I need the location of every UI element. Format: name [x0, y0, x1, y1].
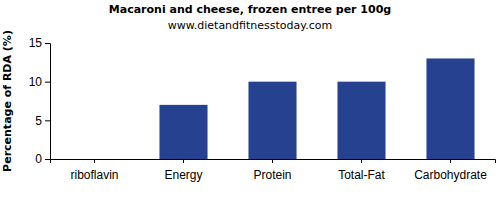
- x-tick-mark: [450, 159, 451, 163]
- y-axis: 0 5 10 15: [29, 36, 51, 166]
- y-tick-mark: [45, 43, 50, 44]
- chart: Macaroni and cheese, frozen entree per 1…: [0, 0, 500, 200]
- x-axis: riboflavin Energy Protein Total-Fat Carbohyd…: [51, 159, 496, 182]
- y-tick: 0: [35, 152, 50, 166]
- x-tick-mark: [361, 159, 362, 163]
- bar: [70, 159, 118, 160]
- x-tick-mark: [94, 159, 95, 163]
- x-tick-label: riboflavin: [70, 168, 118, 182]
- x-tick: Total-Fat: [338, 159, 385, 182]
- y-tick-label: 0: [35, 152, 42, 166]
- y-axis-title: Percentage of RDA (%): [1, 30, 14, 172]
- x-tick-label: Total-Fat: [338, 168, 385, 182]
- bar: [248, 82, 296, 159]
- y-tick-label: 10: [29, 75, 43, 89]
- y-axis-line: [45, 44, 51, 160]
- bar: [337, 82, 385, 159]
- y-tick-label: 5: [35, 114, 42, 128]
- x-tick-label: Carbohydrate: [414, 168, 487, 182]
- x-tick: Carbohydrate: [414, 159, 487, 182]
- y-tick-mark: [45, 82, 50, 83]
- plot: 0 5 10 15 riboflavin Energy Protein Total-Fat Ca…: [29, 36, 496, 182]
- x-tick-mark: [272, 159, 273, 163]
- x-tick: Protein: [253, 159, 291, 182]
- y-tick: 15: [29, 36, 50, 50]
- x-tick: riboflavin: [70, 159, 118, 182]
- x-tick-label: Protein: [253, 168, 291, 182]
- bar: [159, 105, 207, 159]
- y-tick-mark: [45, 159, 50, 160]
- x-tick-label: Energy: [164, 168, 202, 182]
- y-tick: 5: [35, 114, 50, 128]
- title: Macaroni and cheese, frozen entree per 1…: [109, 3, 391, 16]
- bars: [159, 58, 474, 159]
- y-tick-label: 15: [29, 36, 43, 50]
- y-tick-mark: [45, 120, 50, 121]
- bar: [426, 58, 474, 159]
- subtitle: www.dietandfitnesstoday.com: [168, 19, 332, 32]
- y-tick: 10: [29, 75, 50, 89]
- x-axis-line: [51, 160, 496, 164]
- x-tick: Energy: [164, 159, 202, 182]
- x-tick-mark: [183, 159, 184, 163]
